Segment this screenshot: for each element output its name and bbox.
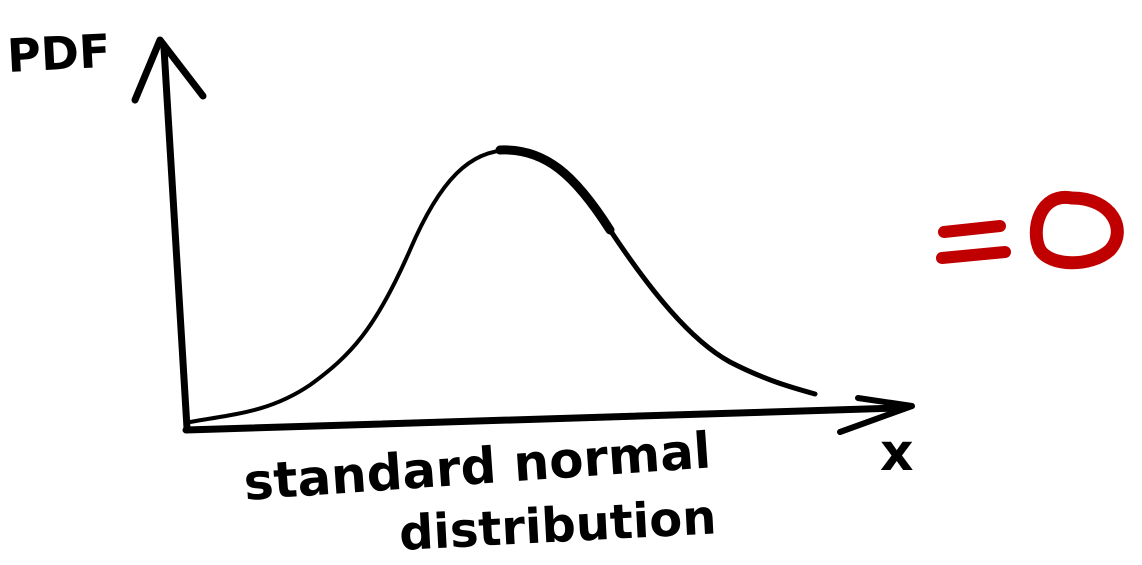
x-axis-label: x <box>880 423 914 483</box>
equals-sign-bottom <box>936 246 1011 264</box>
caption-line-2: distribution <box>398 489 718 562</box>
y-axis <box>160 44 191 432</box>
zero-glyph <box>1029 190 1124 270</box>
x-axis <box>182 404 904 434</box>
equals-sign-top <box>938 220 1006 238</box>
pdf-curve-tail <box>607 227 818 397</box>
pdf-curve-left <box>188 148 512 424</box>
y-axis-label: PDF <box>6 24 112 83</box>
pdf-curve-right <box>495 145 615 235</box>
x-axis-arrowhead <box>837 395 915 435</box>
y-axis-arrowhead <box>131 36 207 104</box>
